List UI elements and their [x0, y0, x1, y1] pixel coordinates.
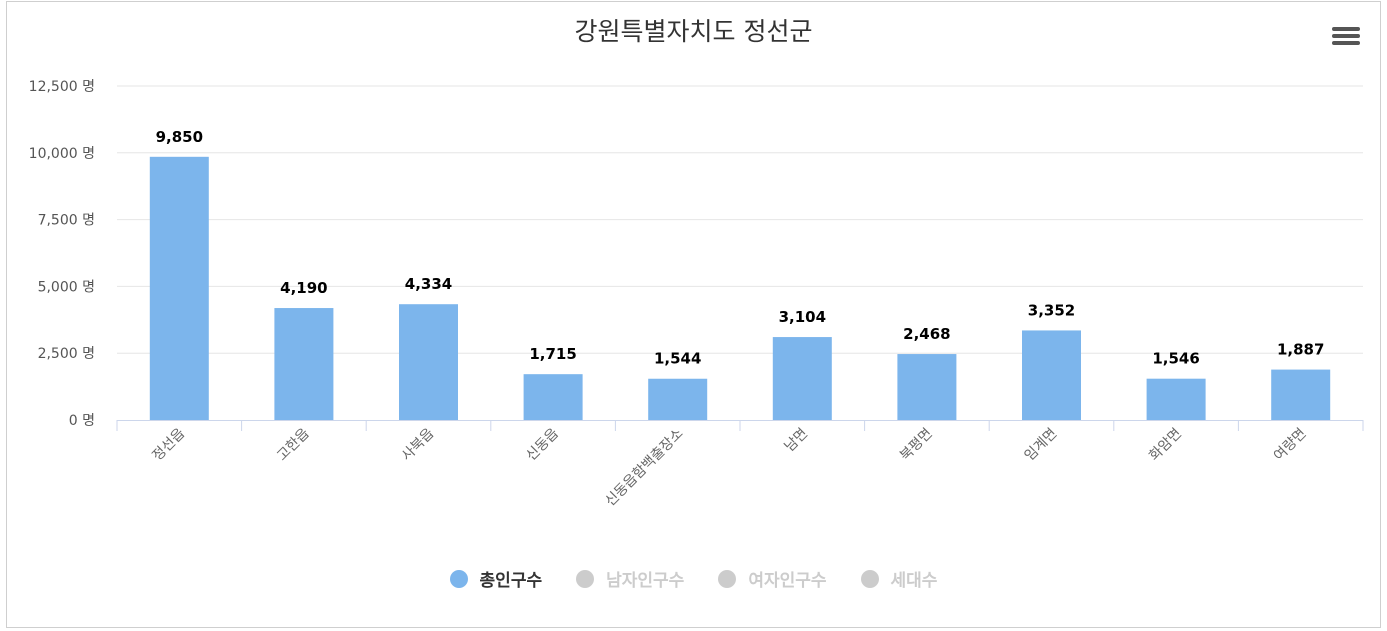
- bar: [149, 156, 209, 421]
- data-label: 1,715: [529, 345, 576, 363]
- legend-label: 총인구수: [479, 571, 543, 591]
- bar: [897, 354, 957, 420]
- legend-item[interactable]: 총인구수: [449, 566, 543, 591]
- bar: [523, 374, 583, 420]
- chart-container: [6, 1, 1381, 628]
- bar: [399, 304, 458, 420]
- x-tick-label: 사북읍: [399, 425, 438, 464]
- data-label: 1,546: [1152, 350, 1199, 368]
- x-tick-label: 화암면: [1146, 426, 1185, 465]
- x-tick-label: 신동읍: [523, 425, 562, 464]
- x-tick-label: 정선읍: [149, 425, 188, 464]
- legend-dot-icon: [718, 569, 737, 588]
- y-tick-label: 10,000 명: [29, 146, 95, 162]
- bar: [274, 308, 334, 420]
- x-tick-label: 임계면: [1022, 426, 1061, 465]
- x-tick-label: 북평면: [897, 426, 936, 465]
- bar: [1146, 378, 1206, 420]
- bar: [1271, 369, 1331, 420]
- chart-legend: 총인구수 남자인구수 여자인구수 세대수: [0, 566, 1387, 591]
- legend-item[interactable]: 남자인구수: [576, 566, 684, 591]
- data-label: 2,468: [903, 325, 950, 343]
- x-tick-label: 신동읍함백출장소: [602, 425, 686, 509]
- legend-dot-icon: [576, 569, 595, 588]
- y-tick-label: 0 명: [69, 413, 95, 429]
- legend-dot-icon: [860, 569, 879, 588]
- legend-item[interactable]: 여자인구수: [718, 566, 827, 591]
- data-label: 1,887: [1277, 341, 1324, 359]
- bar: [648, 378, 708, 420]
- hamburger-menu-icon[interactable]: [1332, 27, 1360, 49]
- bar: [1022, 330, 1081, 420]
- data-label: 3,104: [779, 308, 826, 326]
- legend-label: 세대수: [890, 571, 938, 591]
- legend-label: 여자인구수: [748, 571, 827, 591]
- bar-chart: 0 명 2,500 명 5,000 명 7,500 명 10,000 명 12,500 명…: [29, 79, 1364, 510]
- y-tick-label: 2,500 명: [38, 346, 95, 362]
- data-label: 4,190: [280, 279, 327, 297]
- y-tick-label: 7,500 명: [38, 213, 95, 229]
- legend-label: 남자인구수: [606, 571, 685, 591]
- data-label: 1,544: [654, 350, 701, 368]
- data-label: 4,334: [405, 275, 452, 293]
- legend-item[interactable]: 세대수: [860, 566, 938, 591]
- bar: [772, 337, 832, 420]
- x-tick-label: 여량면: [1271, 426, 1310, 465]
- chart-title: 강원특별자치도 정선군: [574, 17, 813, 46]
- legend-dot-icon: [449, 569, 468, 588]
- x-tick-label: 고한읍: [274, 425, 313, 464]
- y-tick-label: 12,500 명: [29, 79, 95, 95]
- y-tick-label: 5,000 명: [38, 279, 95, 295]
- x-tick-label: 남면: [782, 426, 812, 456]
- data-label: 3,352: [1028, 301, 1075, 319]
- data-label: 9,850: [156, 128, 203, 146]
